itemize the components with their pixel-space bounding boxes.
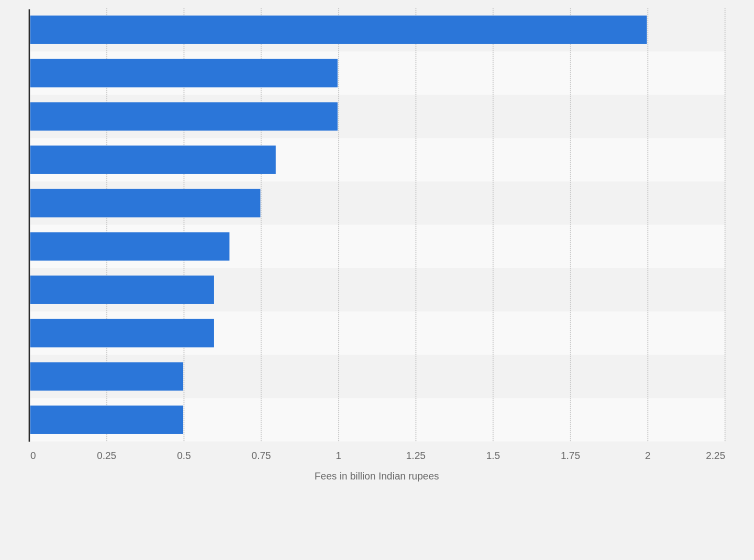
svg-text:2: 2 xyxy=(645,451,651,462)
svg-text:0.25: 0.25 xyxy=(97,451,117,462)
svg-text:Fees in billion Indian rupees: Fees in billion Indian rupees xyxy=(315,472,440,483)
svg-text:0: 0 xyxy=(30,451,36,462)
svg-text:1.5: 1.5 xyxy=(486,451,500,462)
svg-text:1: 1 xyxy=(336,451,342,462)
svg-text:1.75: 1.75 xyxy=(561,451,581,462)
svg-text:2.25: 2.25 xyxy=(706,451,726,462)
svg-text:0.5: 0.5 xyxy=(177,451,191,462)
svg-text:1.25: 1.25 xyxy=(406,451,426,462)
svg-text:0.75: 0.75 xyxy=(252,451,272,462)
